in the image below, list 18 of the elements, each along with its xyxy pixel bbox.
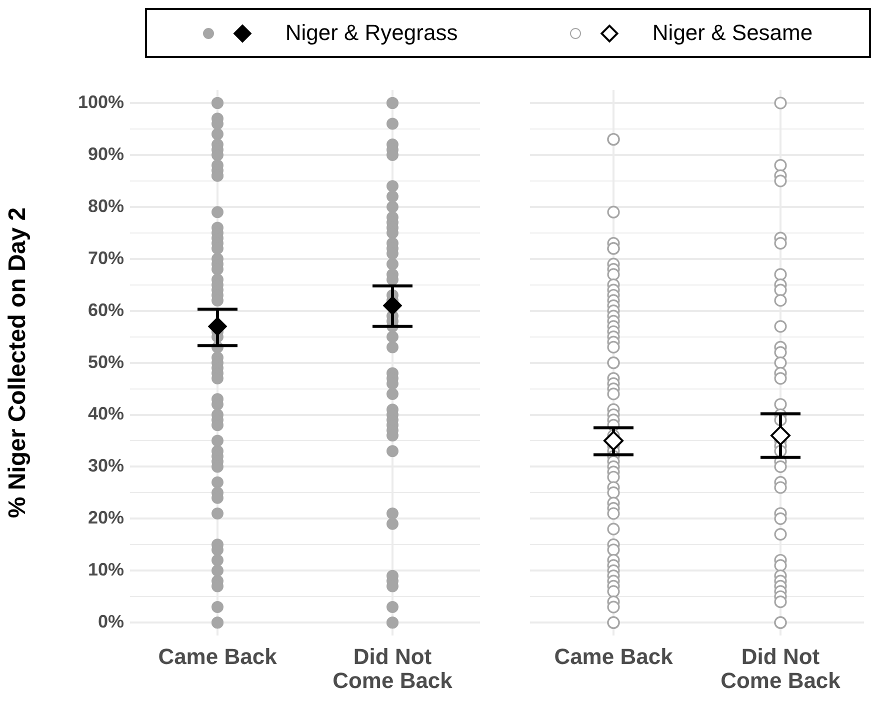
text: Niger & Sesame bbox=[652, 20, 813, 46]
y-tick-label: 60% bbox=[88, 300, 124, 320]
y-tick-label: 100% bbox=[78, 92, 124, 112]
text: Niger & Ryegrass bbox=[285, 20, 458, 46]
y-tick-label: 40% bbox=[88, 404, 124, 424]
x-tick-label: Did Not Come Back bbox=[332, 644, 454, 693]
y-tick-label: 30% bbox=[88, 456, 124, 476]
y-tick-label: 70% bbox=[88, 248, 124, 268]
x-tick-label: Came Back bbox=[158, 644, 278, 669]
y-tick-label: 0% bbox=[98, 612, 124, 632]
y-tick-label: 10% bbox=[88, 560, 124, 580]
y-tick-label: 50% bbox=[88, 352, 124, 372]
y-tick-label: 20% bbox=[88, 508, 124, 528]
y-tick-label: 90% bbox=[88, 144, 124, 164]
x-tick-label: Came Back bbox=[554, 644, 674, 669]
y-axis-title: % Niger Collected on Day 2 bbox=[4, 207, 32, 518]
y-tick-label: 80% bbox=[88, 196, 124, 216]
x-tick-label: Did Not Come Back bbox=[720, 644, 842, 693]
